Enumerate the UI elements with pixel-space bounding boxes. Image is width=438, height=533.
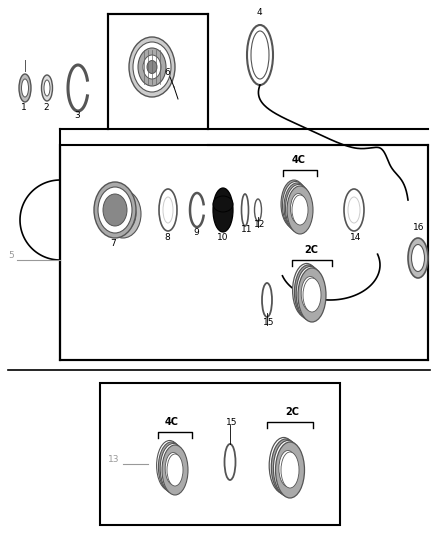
Ellipse shape — [293, 263, 321, 318]
Ellipse shape — [281, 180, 307, 228]
Ellipse shape — [225, 444, 236, 480]
Ellipse shape — [167, 454, 183, 486]
Text: 14: 14 — [350, 233, 361, 242]
Ellipse shape — [165, 453, 181, 484]
Ellipse shape — [298, 268, 326, 322]
Text: 1: 1 — [21, 103, 27, 112]
Ellipse shape — [284, 183, 310, 231]
Ellipse shape — [408, 238, 428, 278]
Ellipse shape — [254, 199, 261, 221]
Bar — [108, 14, 208, 129]
Ellipse shape — [105, 190, 141, 238]
Ellipse shape — [292, 195, 308, 225]
Ellipse shape — [289, 192, 305, 222]
Ellipse shape — [133, 42, 171, 92]
Text: 4C: 4C — [292, 155, 306, 165]
Ellipse shape — [275, 448, 293, 483]
Text: 2C: 2C — [285, 407, 299, 417]
Ellipse shape — [273, 440, 302, 497]
Text: 16: 16 — [413, 223, 424, 232]
Ellipse shape — [251, 31, 269, 79]
Ellipse shape — [103, 194, 127, 226]
Ellipse shape — [162, 445, 188, 495]
Ellipse shape — [286, 189, 302, 219]
Ellipse shape — [129, 37, 175, 97]
Text: 11: 11 — [241, 225, 252, 234]
Ellipse shape — [290, 193, 307, 223]
Text: 3: 3 — [74, 111, 80, 120]
Text: 13: 13 — [108, 455, 120, 464]
Text: 2: 2 — [43, 103, 49, 112]
Text: 15: 15 — [263, 318, 275, 327]
Ellipse shape — [213, 196, 233, 212]
Ellipse shape — [147, 61, 157, 74]
Ellipse shape — [283, 182, 308, 230]
Ellipse shape — [94, 182, 136, 238]
Bar — [100, 383, 340, 525]
Ellipse shape — [163, 451, 180, 483]
Ellipse shape — [21, 79, 28, 97]
Ellipse shape — [163, 197, 173, 223]
Text: 2C: 2C — [304, 245, 318, 255]
Ellipse shape — [110, 197, 136, 231]
Ellipse shape — [279, 450, 297, 487]
Ellipse shape — [19, 74, 31, 102]
Ellipse shape — [159, 442, 184, 492]
Text: 5: 5 — [8, 251, 14, 260]
Ellipse shape — [344, 189, 364, 231]
Ellipse shape — [262, 283, 272, 317]
Ellipse shape — [296, 266, 324, 320]
Ellipse shape — [297, 273, 316, 308]
Text: 15: 15 — [226, 418, 237, 427]
Ellipse shape — [277, 449, 295, 485]
Ellipse shape — [162, 449, 177, 481]
Ellipse shape — [42, 75, 53, 101]
Ellipse shape — [44, 80, 50, 96]
Ellipse shape — [287, 190, 304, 221]
Ellipse shape — [247, 25, 273, 85]
Ellipse shape — [213, 188, 233, 232]
Ellipse shape — [160, 443, 186, 494]
Text: 6: 6 — [164, 68, 170, 77]
Text: 4C: 4C — [165, 417, 179, 427]
Ellipse shape — [411, 245, 424, 271]
Ellipse shape — [269, 438, 298, 494]
Text: 7: 7 — [110, 239, 116, 248]
Ellipse shape — [286, 184, 311, 232]
Ellipse shape — [303, 278, 321, 312]
Ellipse shape — [98, 187, 132, 233]
Ellipse shape — [294, 265, 322, 319]
Ellipse shape — [241, 194, 248, 226]
Ellipse shape — [300, 275, 318, 309]
Ellipse shape — [159, 189, 177, 231]
Ellipse shape — [276, 442, 304, 498]
Text: 8: 8 — [164, 233, 170, 242]
Bar — [60, 145, 428, 360]
Ellipse shape — [143, 55, 161, 79]
Ellipse shape — [301, 277, 319, 311]
Ellipse shape — [348, 197, 360, 223]
Ellipse shape — [157, 440, 183, 490]
Text: 9: 9 — [193, 228, 199, 237]
Text: 4: 4 — [257, 8, 263, 17]
Ellipse shape — [281, 452, 299, 488]
Text: 10: 10 — [217, 233, 229, 242]
Text: 12: 12 — [254, 220, 265, 229]
Ellipse shape — [271, 439, 300, 495]
Ellipse shape — [138, 48, 166, 86]
Ellipse shape — [287, 186, 313, 234]
